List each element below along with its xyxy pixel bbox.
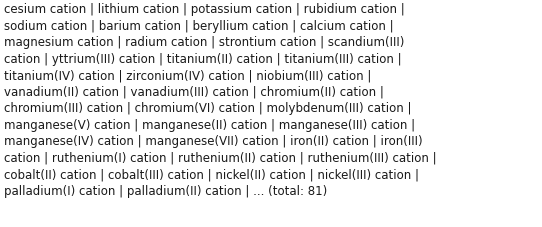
Text: cesium cation | lithium cation | potassium cation | rubidium cation |
sodium cat: cesium cation | lithium cation | potassi… bbox=[4, 3, 437, 197]
